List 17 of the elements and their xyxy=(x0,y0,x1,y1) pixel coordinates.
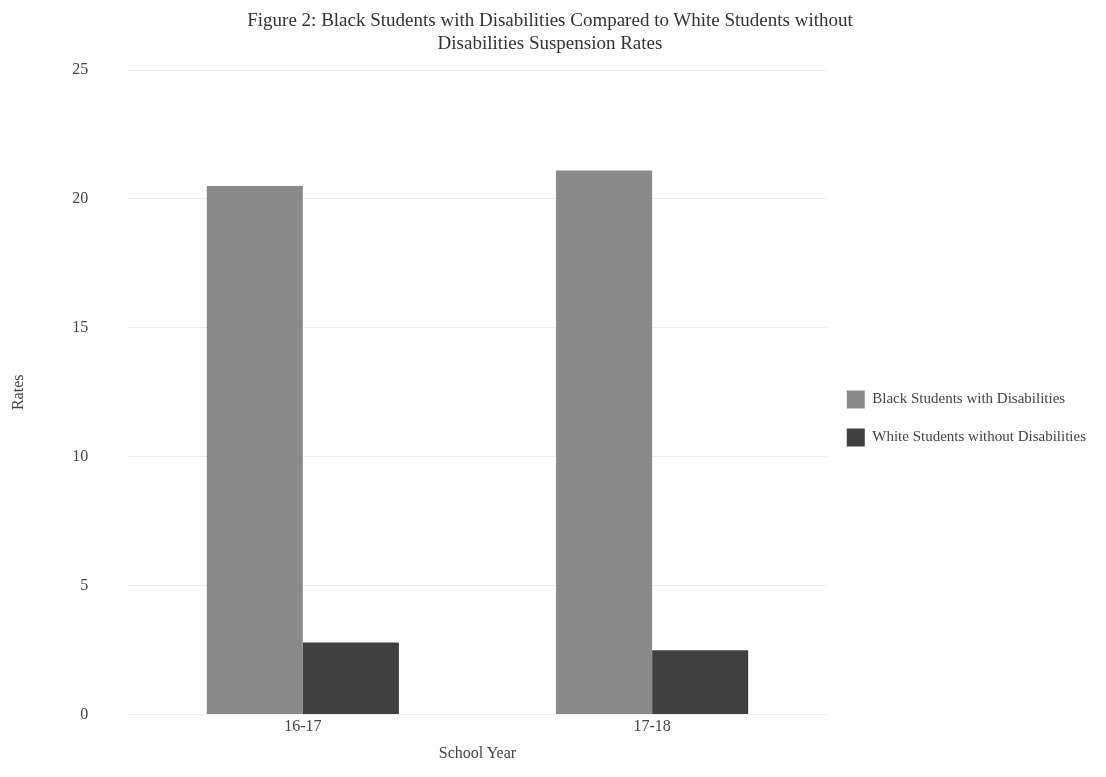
x-axis-title: School Year xyxy=(438,743,517,761)
y-tick-label: 10 xyxy=(72,446,89,464)
x-tick-label: 16-17 xyxy=(284,717,322,735)
bar xyxy=(556,170,653,715)
y-tick-label: 0 xyxy=(80,704,89,722)
y-tick-label: 15 xyxy=(72,318,89,336)
legend-label: Black Students with Disabilities xyxy=(872,390,1066,407)
y-tick-label: 25 xyxy=(72,60,89,78)
y-axis-title: Rates xyxy=(8,374,26,411)
legend-label: White Students without Disabilities xyxy=(872,428,1087,445)
x-tick-label: 17-18 xyxy=(633,717,671,735)
y-tick-label: 20 xyxy=(72,189,89,207)
bar xyxy=(302,642,399,715)
chart-title: Figure 2: Black Students with Disabilities Compared to White Students without Disabilities Suspension Rates xyxy=(246,8,854,54)
y-tick-label: 5 xyxy=(80,575,89,593)
bar xyxy=(652,650,749,715)
bar xyxy=(206,186,303,715)
